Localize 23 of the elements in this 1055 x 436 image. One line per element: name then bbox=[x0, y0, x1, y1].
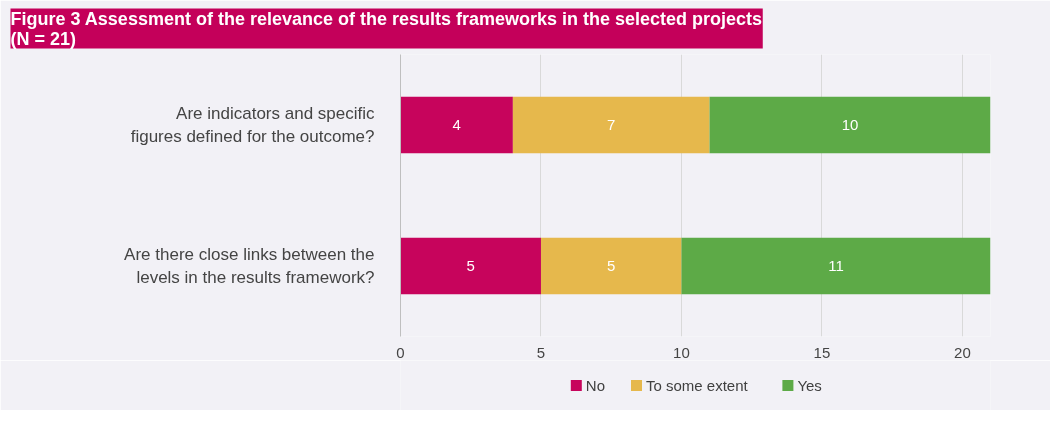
bar bbox=[681, 237, 991, 295]
y-tick-label: Are there close links between the levels in the results framework? bbox=[124, 245, 375, 287]
x-tick-label: 0 bbox=[396, 343, 405, 361]
data-label: 5 bbox=[607, 257, 616, 274]
x-tick-label: 5 bbox=[536, 343, 546, 361]
data-label: 5 bbox=[466, 257, 475, 274]
bar bbox=[400, 237, 541, 295]
y-tick-label: Are indicators and specific figures defined for the outcome? bbox=[130, 104, 375, 146]
chart-title: Figure 3 Assessment of the relevance of the results frameworks in the selected projects (N = 21) bbox=[10, 8, 763, 49]
legend-label: Yes bbox=[797, 377, 822, 394]
data-label: 4 bbox=[452, 116, 461, 133]
bar bbox=[400, 96, 513, 154]
bar bbox=[512, 96, 710, 154]
x-tick-label: 15 bbox=[813, 343, 831, 361]
data-label: 10 bbox=[841, 116, 859, 133]
x-tick-label: 10 bbox=[673, 343, 690, 361]
data-label: 7 bbox=[607, 116, 616, 133]
x-tick-label: 20 bbox=[954, 343, 971, 361]
bar bbox=[540, 237, 682, 295]
legend-label: To some extent bbox=[646, 377, 749, 394]
data-label: 11 bbox=[828, 257, 844, 274]
legend-label: No bbox=[585, 377, 605, 394]
bar bbox=[709, 96, 991, 154]
